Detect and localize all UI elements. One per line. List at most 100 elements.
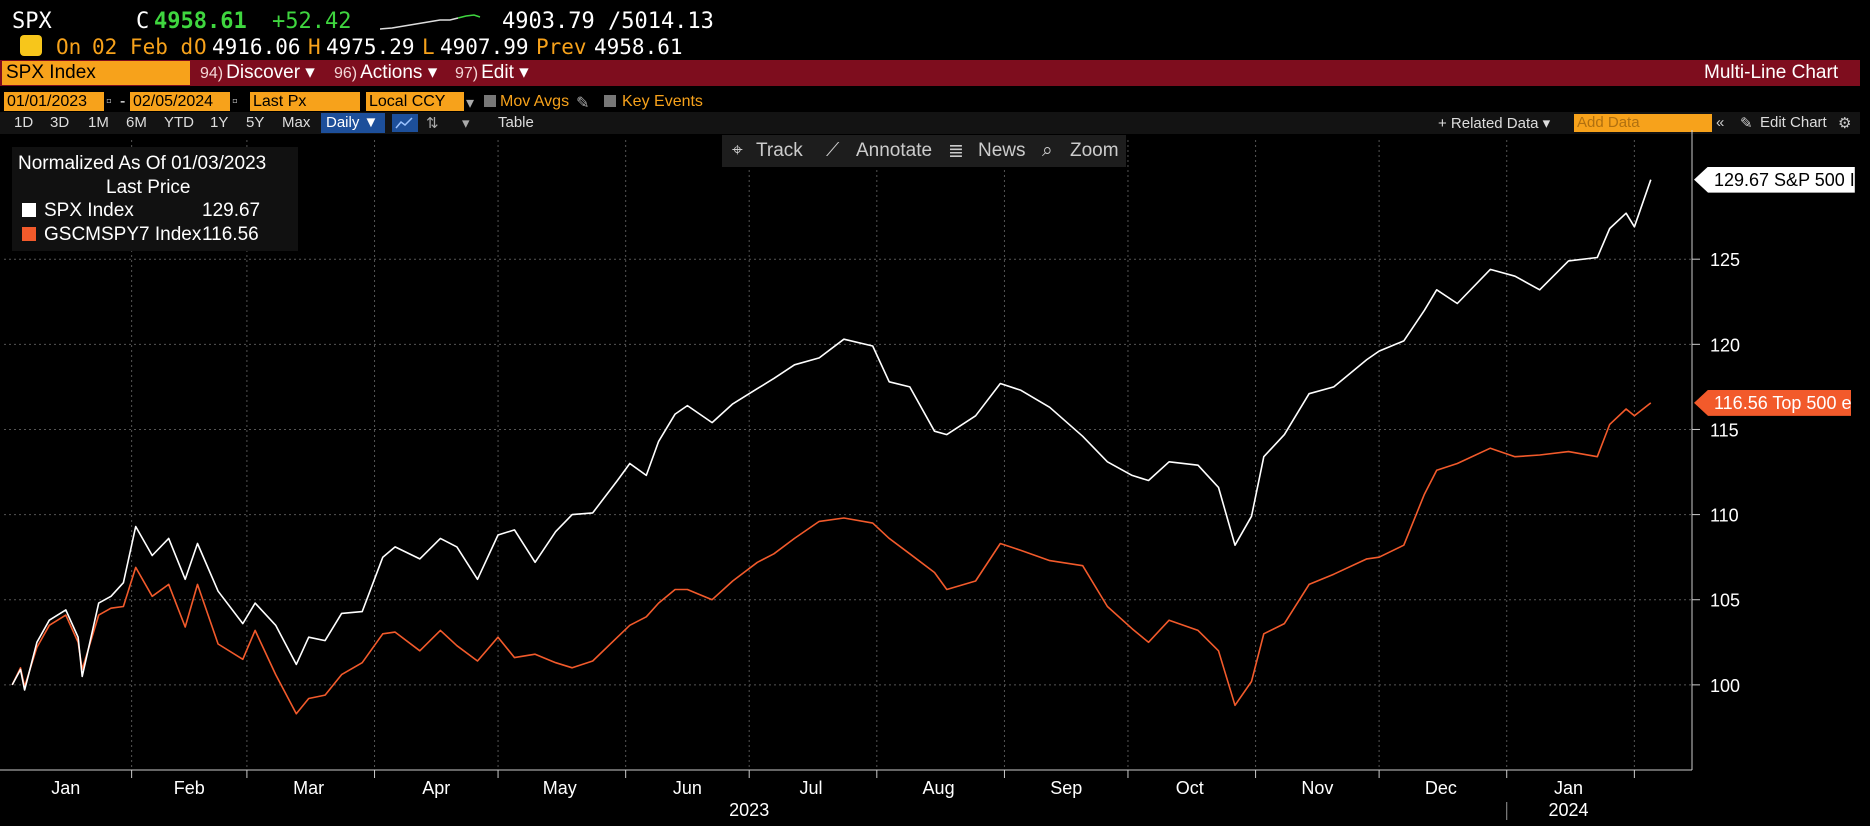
legend-value-gscm: 116.56: [202, 224, 259, 245]
edit-num: 97): [455, 65, 479, 82]
chevron-down-icon[interactable]: ▾: [466, 95, 475, 112]
chart-type-title: Multi-Line Chart: [1704, 62, 1839, 83]
quote-detail: On 02 Feb d O 4916.06 H 4975.29 L 4907.9…: [0, 34, 1870, 60]
frequency-select[interactable]: Daily ▼: [321, 113, 385, 133]
open-value: 4916.06: [212, 35, 301, 59]
x-tick-label: Feb: [174, 778, 205, 798]
high-label: H: [308, 35, 321, 59]
x-tick-label: Aug: [923, 778, 955, 798]
chart-legend: Normalized As Of 01/03/2023 Last Price S…: [12, 147, 298, 251]
period-max[interactable]: Max: [282, 114, 311, 131]
legend-value-spx: 129.67: [202, 200, 261, 221]
low-value: 4907.99: [440, 35, 529, 59]
low-label: L: [422, 35, 435, 59]
x-tick-label: Jan: [1554, 778, 1583, 798]
end-date-field[interactable]: 02/05/2024: [130, 92, 230, 111]
actions-menu[interactable]: 96) Actions ▾: [334, 62, 437, 84]
table-button[interactable]: Table: [498, 114, 534, 131]
period-3d[interactable]: 3D: [50, 114, 70, 131]
date-separator: -: [120, 93, 126, 110]
x-tick-label: Apr: [422, 778, 450, 798]
collapse-icon[interactable]: «: [1716, 114, 1725, 131]
period-5y[interactable]: 5Y: [246, 114, 265, 131]
annotate-button[interactable]: Annotate: [856, 140, 933, 161]
year-label: 2024: [1548, 800, 1588, 820]
calendar-icon[interactable]: ▫: [106, 93, 112, 110]
mov-avgs-label[interactable]: Mov Avgs: [500, 93, 570, 110]
actions-label: Actions ▾: [360, 62, 438, 83]
currency-select[interactable]: Local CCY: [366, 92, 464, 111]
related-data-button[interactable]: + Related Data ▾: [1438, 115, 1551, 132]
gear-icon[interactable]: ⚙: [1838, 115, 1852, 132]
x-tick-label: Dec: [1425, 778, 1457, 798]
y-axis-labels: 100 105 110 115 120 125: [1710, 250, 1740, 696]
y-tick-label: 115: [1710, 420, 1739, 440]
pencil-icon[interactable]: ✎: [576, 95, 590, 112]
period-6m[interactable]: 6M: [126, 114, 147, 131]
period-ytd[interactable]: YTD: [164, 114, 194, 131]
add-data-input[interactable]: Add Data: [1574, 114, 1712, 132]
bar-chart-icon[interactable]: ⇅: [426, 115, 439, 132]
legend-swatch-gscm: [22, 227, 36, 241]
period-1m[interactable]: 1M: [88, 114, 109, 131]
chart-series: [11, 179, 1652, 715]
calendar-icon[interactable]: ▫: [232, 93, 238, 110]
x-tick-label: Nov: [1301, 778, 1333, 798]
news-icon[interactable]: ≣: [948, 141, 964, 162]
series-line-gscmspy7[interactable]: [11, 402, 1652, 715]
x-tick-label: Jan: [51, 778, 80, 798]
day-range: 4903.79 /5014.13: [502, 9, 714, 34]
key-events-label[interactable]: Key Events: [622, 93, 703, 110]
period-1y[interactable]: 1Y: [210, 114, 229, 131]
quote-header: SPX C 4958.61 +52.42 4903.79 /5014.13: [0, 6, 1870, 36]
edit-chart-button[interactable]: Edit Chart: [1760, 114, 1827, 131]
edit-menu[interactable]: 97) Edit ▾: [455, 62, 529, 84]
field-select[interactable]: Last Px: [250, 92, 360, 111]
discover-num: 94): [200, 65, 224, 82]
chart-toolbar: ⌖ Track ⟋ Annotate ≣ News ⌕ Zoom: [722, 135, 1126, 167]
key-events-checkbox[interactable]: [604, 95, 616, 107]
price-change: +52.42: [272, 9, 352, 34]
y-tick-label: 120: [1710, 335, 1740, 355]
y-tick-label: 125: [1710, 250, 1740, 270]
x-axis-labels: Jan Feb Mar Apr May Jun Jul Aug Sep Oct Nov Dec Jan2…: [51, 778, 1588, 820]
quote-date: 02 Feb d: [92, 35, 194, 59]
open-label: O: [194, 35, 207, 59]
discover-label: Discover ▾: [226, 62, 315, 83]
security-field[interactable]: SPX Index: [2, 61, 190, 85]
prev-label: Prev: [536, 35, 587, 59]
search-icon[interactable]: ⌕: [1042, 140, 1053, 161]
chart-controls: 01/01/2023 ▫ - 02/05/2024 ▫ Last Px Loca…: [0, 92, 1870, 112]
y-tick-label: 100: [1710, 676, 1740, 696]
discover-menu[interactable]: 94) Discover ▾: [200, 62, 315, 84]
pencil-icon: ✎: [1740, 115, 1753, 132]
legend-name-gscm[interactable]: GSCMSPY7 Index: [44, 224, 202, 245]
normalized-label: Normalized As Of 01/03/2023: [18, 153, 267, 174]
price-flag: C: [136, 9, 150, 34]
series-line-spx[interactable]: [11, 179, 1652, 691]
legend-name-spx[interactable]: SPX Index: [44, 200, 134, 221]
actions-num: 96): [334, 65, 358, 82]
year-label: 2023: [729, 800, 769, 820]
track-button[interactable]: Track: [756, 140, 803, 161]
news-button[interactable]: News: [978, 140, 1026, 161]
start-date-field[interactable]: 01/01/2023: [4, 92, 104, 111]
crosshair-icon[interactable]: ⌖: [732, 140, 743, 161]
x-tick-label: Oct: [1176, 778, 1204, 798]
mov-avgs-checkbox[interactable]: [484, 95, 496, 107]
pencil-icon[interactable]: ⟋: [826, 140, 840, 161]
zoom-button[interactable]: Zoom: [1070, 140, 1119, 161]
last-price: 4958.61: [154, 9, 247, 34]
chart-axes: [0, 130, 1700, 820]
range-bar: 1D 3D 1M 6M YTD 1Y 5Y Max Daily ▼ ⇅ ▾ Ta…: [0, 112, 1860, 134]
chevron-down-icon[interactable]: ▾: [462, 115, 470, 132]
x-tick-label: Sep: [1050, 778, 1082, 798]
sparkline-icon: [380, 14, 481, 30]
high-value: 4975.29: [326, 35, 415, 59]
period-1d[interactable]: 1D: [14, 114, 34, 131]
last-price-label: Last Price: [106, 177, 191, 198]
spx-last-value-label: 129.67 S&P 500 I: [1694, 166, 1855, 193]
y-tick-label: 110: [1710, 506, 1739, 526]
line-chart-icon[interactable]: [392, 114, 418, 132]
